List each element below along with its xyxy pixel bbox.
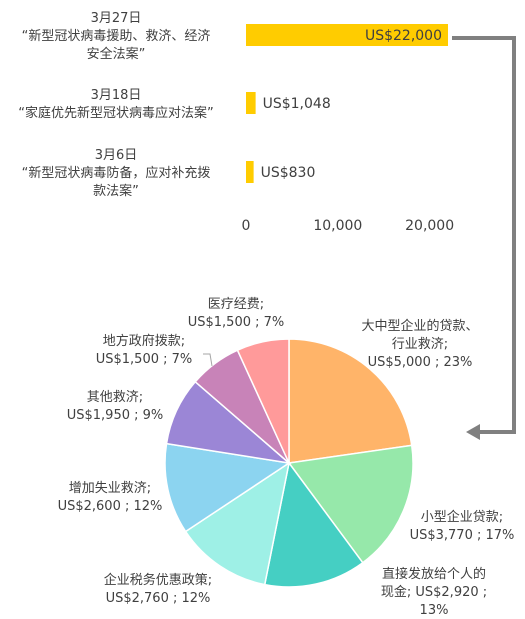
pie-slice-4 [184,461,291,586]
pie-label-2: US$3,770 ; 17% [410,528,515,543]
pie-slice-5 [164,442,292,533]
pie-leader-line [203,353,213,367]
x-tick-label: 10,000 [313,218,362,234]
pie-label-1: 大中型企业的贷款、 [361,318,478,334]
pie-label-4: 企业税务优惠政策; [104,572,212,588]
connector-line [452,36,516,434]
bar-3 [246,161,254,183]
bar-category-label-3: “新型冠状病毒防备，应对补充拨 [22,165,211,181]
pie-label-7: 地方政府拨款; [103,333,185,349]
pie-label-3: 现金; US$2,920 ; [381,584,487,600]
x-tick-label: 20,000 [405,218,454,234]
pie-slice-3 [263,461,364,588]
bar-category-label-1: 安全法案” [87,46,146,62]
pie-label-5: US$2,600 ; 12% [58,499,163,514]
x-tick-label: 0 [242,218,251,234]
bar-2 [246,92,256,114]
pie-label-1: 行业救济; [392,336,448,352]
pie-label-2: 小型企业贷款; [421,509,503,525]
pie-label-3: 直接发放给个人的 [382,566,486,582]
bar-category-label-3: 款法案” [93,184,139,199]
arrow-head [466,424,480,440]
pie-label-6: 其他救济; [87,389,143,405]
bar-category-label-1: “新型冠状病毒援助、救济、经济 [22,28,211,44]
pie-label-8: US$1,500 ; 7% [188,315,285,330]
bar-value-label-2: US$1,048 [263,96,331,112]
bar-category-label-2: “家庭优先新型冠状病毒应对法案” [18,105,213,121]
pie-chart: 大中型企业的贷款、行业救济; US$5,000 ; 23% 小型企业贷款; US$3,… [58,297,515,618]
pie-slice-2 [287,444,414,564]
pie-label-4: US$2,760 ; 12% [106,591,211,606]
pie-slice-1 [288,338,413,464]
pie-slice-8 [236,338,290,464]
connector-arrow [452,36,516,440]
bar-category-label-3: 3月6日 [95,148,138,163]
bar-category-label-1: 3月27日 [91,11,142,26]
bar-category-label-2: 3月18日 [91,88,142,103]
pie-label-7: US$1,500 ; 7% [96,352,193,367]
pie-label-1: US$5,000 ; 23% [368,355,473,370]
pie-label-8: 医疗经费; [208,297,264,312]
pie-label-3: 13% [420,603,449,618]
bar-value-label-1: US$22,000 [365,28,442,44]
bar-1 [246,24,448,46]
bar-value-label-3: US$830 [261,165,316,181]
pie-label-5: 增加失业救济; [69,480,151,496]
pie-label-6: US$1,950 ; 9% [67,408,164,423]
